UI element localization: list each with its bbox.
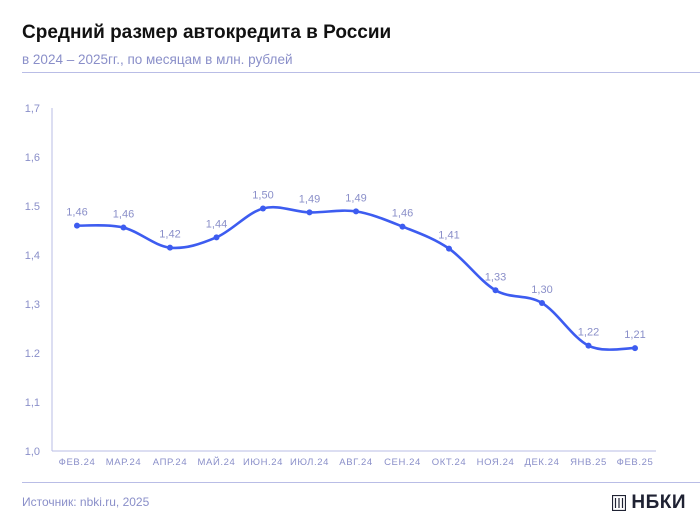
data-label: 1,46: [66, 207, 87, 219]
data-label: 1,44: [206, 218, 227, 230]
data-point: [167, 244, 173, 251]
y-tick-label: 1.5: [25, 201, 40, 213]
data-point: [539, 300, 545, 307]
x-tick-label: ОКТ.24: [432, 457, 466, 468]
x-tick-label: ФЕВ.25: [617, 457, 654, 468]
y-tick-label: 1.2: [25, 348, 40, 360]
line-chart: 1,0 1,1 1.2 1,3 1,4 1.5 1,6 1,7 ФЕВ.24 МАР.24 АПР.…: [25, 103, 656, 468]
data-point: [492, 287, 499, 294]
data-label: 1,33: [485, 271, 506, 283]
x-tick-label: МАР.24: [106, 457, 142, 468]
x-tick-label: НОЯ.24: [477, 457, 515, 468]
data-point: [120, 224, 127, 231]
x-tick-label: ФЕВ.24: [59, 457, 96, 468]
footer-divider: [22, 482, 700, 483]
y-tick-label: 1,1: [25, 397, 40, 409]
x-tick-label: АПР.24: [153, 457, 187, 468]
data-point: [213, 234, 220, 241]
data-point: [585, 342, 592, 349]
data-point: [446, 245, 452, 252]
data-label: 1,46: [113, 209, 134, 221]
x-tick-label: АВГ.24: [339, 457, 372, 468]
y-tick-label: 1,7: [25, 103, 40, 115]
chart-subtitle: в 2024 – 2025гг., по месяцам в млн. рубл…: [22, 52, 293, 67]
x-tick-label: ИЮЛ.24: [290, 457, 329, 468]
data-label: 1,21: [624, 329, 645, 341]
logo-icon: [612, 495, 627, 511]
x-tick-label: ЯНВ.25: [570, 457, 607, 468]
data-point: [74, 222, 80, 229]
data-label: 1,49: [345, 192, 366, 204]
y-tick-label: 1,0: [25, 446, 40, 458]
chart-title: Средний размер автокредита в России: [22, 22, 392, 43]
nbki-logo: НБКИ: [612, 492, 686, 514]
data-label: 1,22: [578, 327, 599, 339]
x-tick-label: ИЮН.24: [243, 457, 283, 468]
data-label: 1,42: [159, 229, 180, 241]
data-point: [306, 209, 313, 216]
x-tick-label: ДЕК.24: [524, 457, 559, 468]
data-label: 1,50: [252, 189, 273, 201]
data-point: [353, 208, 359, 215]
x-tick-label: СЕН.24: [384, 457, 421, 468]
data-point: [399, 223, 406, 230]
data-label: 1,41: [438, 230, 459, 242]
data-label: 1,30: [531, 284, 552, 296]
x-tick-label: МАЙ.24: [198, 456, 236, 468]
data-label: 1,49: [299, 193, 320, 205]
data-point: [632, 345, 638, 352]
data-label: 1,46: [392, 208, 413, 220]
y-tick-label: 1,6: [25, 152, 40, 164]
header-divider: [22, 72, 700, 73]
source-note: Источник: nbki.ru, 2025: [22, 495, 150, 509]
y-tick-label: 1,3: [25, 299, 40, 311]
y-tick-label: 1,4: [25, 250, 40, 262]
logo-text: НБКИ: [631, 492, 686, 513]
data-point: [260, 205, 266, 212]
